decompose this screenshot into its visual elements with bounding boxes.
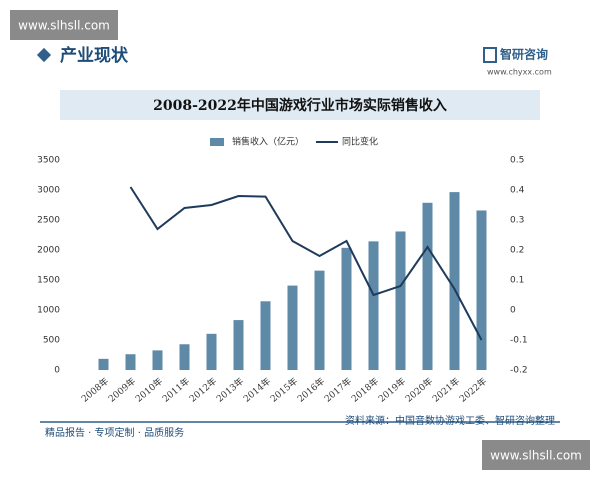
watermark-box <box>10 10 118 40</box>
bar <box>233 320 244 370</box>
watermark-box <box>482 440 590 470</box>
x-tick-label: 2012年 <box>187 375 219 405</box>
y2-tick-label: 0.1 <box>510 276 524 286</box>
bar <box>260 301 271 370</box>
bar <box>449 192 460 370</box>
y2-tick-label: 0.4 <box>510 186 525 196</box>
x-tick-label: 2019年 <box>376 375 408 405</box>
footer-slogan: 精品报告 · 专项定制 · 品质服务 <box>45 426 184 439</box>
legend-swatch <box>210 138 224 146</box>
header-title: 产业现状 <box>60 45 129 66</box>
y-tick-label: 2000 <box>37 246 60 256</box>
bar <box>341 247 352 370</box>
brand-url: www.chyxx.com <box>487 68 552 77</box>
bar <box>206 333 217 370</box>
y2-tick-label: 0.2 <box>510 246 524 256</box>
bar <box>422 202 433 370</box>
y-tick-label: 500 <box>43 336 60 346</box>
x-tick-label: 2010年 <box>133 375 165 405</box>
x-tick-label: 2015年 <box>268 375 300 405</box>
y2-tick-label: 0 <box>510 306 516 316</box>
brand-name: 智研咨询 <box>499 47 548 62</box>
y2-tick-label: 0.5 <box>510 156 524 166</box>
title-bar <box>60 90 540 120</box>
legend-label: 同比变化 <box>342 136 378 148</box>
x-tick-label: 2017年 <box>322 375 354 405</box>
plot: 0 500 1000 1500 2000 2500 3000 3500 -0.2 -0.1 0 0.1… <box>37 136 527 405</box>
y-tick-label: 3500 <box>37 156 60 166</box>
footer-source: 资料来源：中国音数协游戏工委、智研咨询整理 <box>345 414 555 427</box>
bar <box>152 350 163 370</box>
x-tick-label: 2020年 <box>403 375 435 405</box>
y-tick-label: 1000 <box>37 306 60 316</box>
x-tick-label: 2008年 <box>79 375 111 405</box>
bar <box>395 231 406 370</box>
brand-logo <box>483 47 497 63</box>
x-tick-label: 2013年 <box>214 375 246 405</box>
x-tick-label: 2009年 <box>106 375 138 405</box>
y2-tick-label: -0.2 <box>510 366 528 376</box>
bar <box>314 270 325 370</box>
watermark: www.slhsll.com <box>490 449 582 463</box>
y-tick-label: 2500 <box>37 216 60 226</box>
watermark: www.slhsll.com <box>18 19 110 33</box>
legend-label: 销售收入（亿元） <box>232 136 304 148</box>
header-diamond <box>36 47 52 63</box>
bar <box>476 210 487 370</box>
y-tick-label: 0 <box>54 366 60 376</box>
y-tick-label: 3000 <box>37 186 60 196</box>
bar <box>98 358 109 370</box>
bar <box>368 241 379 370</box>
y2-tick-label: 0.3 <box>510 216 524 226</box>
x-tick-label: 2021年 <box>430 375 462 405</box>
x-tick-label: 2011年 <box>160 375 192 405</box>
x-tick-label: 2022年 <box>457 375 489 405</box>
bar <box>179 344 190 370</box>
bar <box>125 354 136 370</box>
x-tick-label: 2018年 <box>349 375 381 405</box>
y-tick-label: 1500 <box>37 276 60 286</box>
x-tick-label: 2016年 <box>295 375 327 405</box>
bar <box>287 285 298 370</box>
x-tick-label: 2014年 <box>241 375 273 405</box>
line <box>129 186 483 341</box>
chart-title: 2008-2022年中国游戏行业市场实际销售收入 <box>153 97 447 114</box>
y2-tick-label: -0.1 <box>510 336 528 346</box>
